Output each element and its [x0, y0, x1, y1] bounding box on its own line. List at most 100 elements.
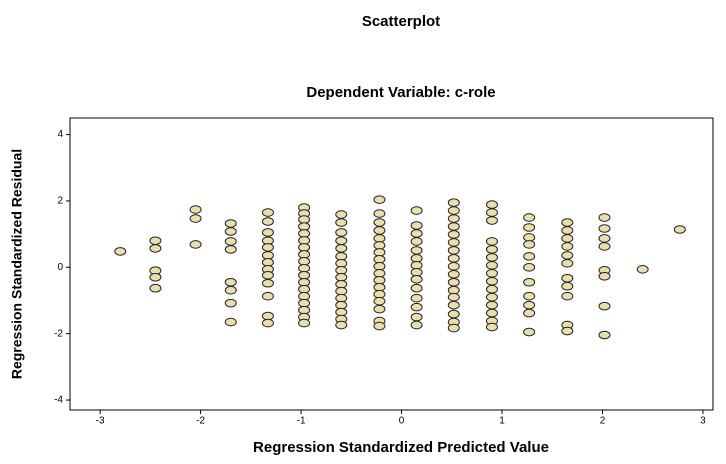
point [447, 222, 460, 231]
point [149, 283, 162, 293]
point [335, 210, 348, 219]
point [561, 226, 574, 235]
point [447, 230, 460, 239]
point [523, 327, 536, 337]
point [335, 244, 348, 253]
point [373, 262, 386, 271]
point [224, 285, 237, 295]
point [298, 236, 311, 245]
point [410, 254, 423, 263]
point [335, 279, 348, 289]
point [410, 229, 423, 238]
point [373, 255, 386, 264]
y-axis-label: Regression Standardized Residual [9, 149, 25, 379]
point [298, 215, 311, 224]
point [224, 227, 237, 236]
y-tick-label: -2 [54, 328, 63, 339]
point [598, 242, 611, 251]
point [335, 300, 348, 310]
chart-subtitle: Dependent Variable: c-role [306, 84, 495, 101]
point [189, 214, 202, 223]
point [561, 234, 574, 243]
point [523, 291, 536, 301]
point [598, 224, 611, 233]
point [149, 244, 162, 253]
point [335, 259, 348, 268]
point [335, 252, 348, 261]
point [485, 292, 498, 302]
point [298, 229, 311, 238]
point [523, 277, 536, 287]
point [447, 262, 460, 271]
point [261, 208, 274, 217]
point [149, 236, 162, 246]
point [485, 245, 498, 254]
point [447, 292, 460, 302]
point [561, 259, 574, 268]
point [373, 241, 386, 250]
point [335, 228, 348, 237]
point [410, 320, 423, 330]
point [523, 308, 536, 318]
x-tick-label: -1 [297, 416, 306, 427]
point [298, 270, 311, 280]
point [447, 309, 460, 319]
point [523, 300, 536, 310]
point [189, 205, 202, 214]
point [598, 234, 611, 243]
x-tick-label: -3 [96, 416, 105, 427]
point [561, 242, 574, 251]
point [410, 261, 423, 270]
point [261, 311, 274, 321]
point [224, 245, 237, 254]
point [410, 312, 423, 322]
point [149, 272, 162, 282]
point [189, 240, 202, 249]
point [298, 291, 311, 301]
point [598, 213, 611, 222]
point [335, 266, 348, 275]
point [298, 250, 311, 259]
point [373, 268, 386, 278]
point [224, 237, 237, 246]
point [261, 258, 274, 267]
point [224, 317, 237, 327]
point [335, 293, 348, 303]
point [373, 296, 386, 306]
point [598, 301, 611, 311]
point [410, 267, 423, 277]
point [373, 282, 386, 292]
point [523, 263, 536, 272]
point [485, 322, 498, 332]
x-tick-label: 2 [600, 416, 606, 427]
point [485, 208, 498, 217]
point [298, 305, 311, 315]
point [298, 284, 311, 294]
y-tick-label: 0 [57, 262, 63, 273]
point [523, 252, 536, 261]
point [298, 264, 311, 273]
point [485, 276, 498, 286]
point [335, 236, 348, 246]
point [298, 243, 311, 252]
point [224, 277, 237, 287]
point [261, 270, 274, 280]
point [561, 291, 574, 301]
point [561, 326, 574, 336]
point [447, 285, 460, 295]
point [224, 219, 237, 228]
point [261, 251, 274, 260]
point [298, 298, 311, 308]
point [447, 277, 460, 287]
point [335, 218, 348, 227]
point [373, 321, 386, 331]
point [298, 318, 311, 328]
point [114, 247, 127, 256]
point [335, 272, 348, 282]
y-tick-label: -4 [54, 395, 63, 406]
point [485, 253, 498, 262]
y-tick-label: 4 [57, 129, 63, 140]
point [410, 283, 423, 293]
point [261, 318, 274, 328]
